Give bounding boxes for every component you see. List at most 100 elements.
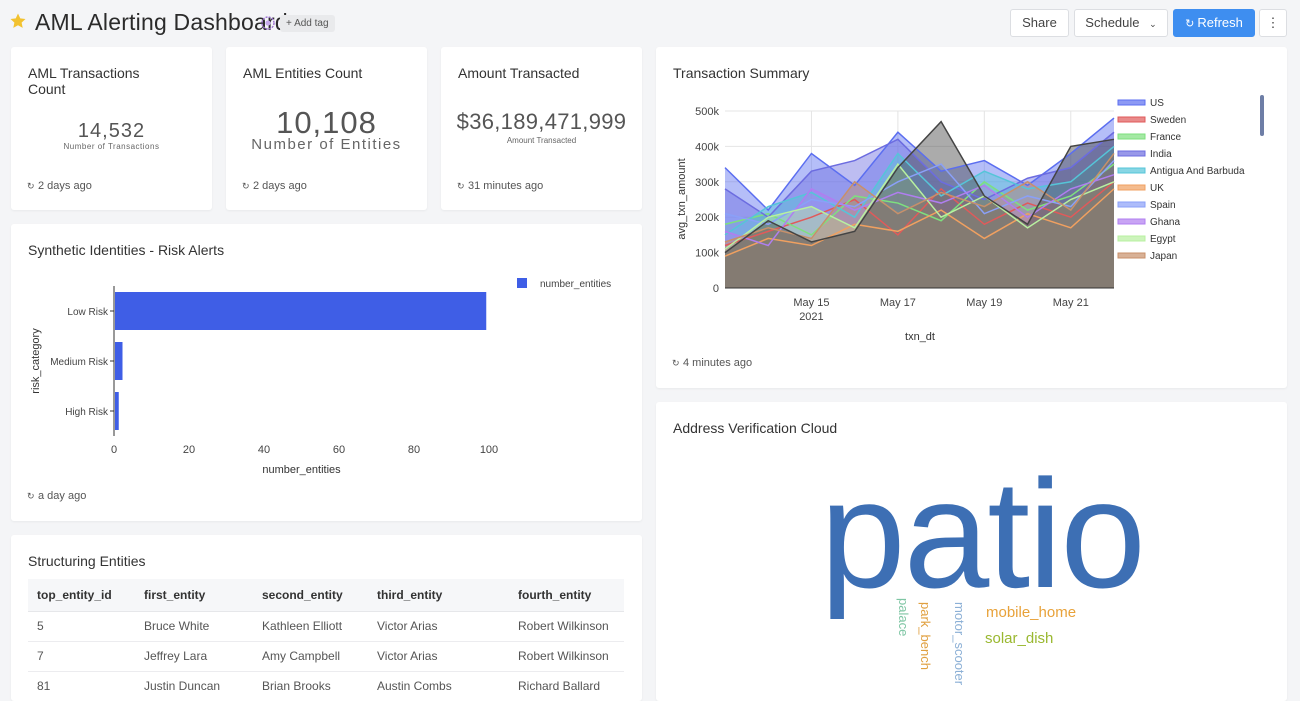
dashboard-title: AML Alerting Dashboard	[35, 9, 288, 35]
table-cell: 5	[28, 611, 135, 642]
legend-label: Spain	[1150, 200, 1176, 211]
line-ghana	[724, 174, 1115, 247]
y-tick-label: 200k	[695, 212, 719, 224]
refresh-time-label: 2 days ago	[253, 180, 307, 192]
y-tick-label: 400k	[695, 141, 719, 153]
schedule-button[interactable]: Schedule ⌄	[1074, 9, 1168, 37]
area-antigua-and-barbuda	[725, 146, 1114, 288]
legend-label: France	[1150, 132, 1182, 143]
legend-swatch	[1117, 99, 1146, 106]
favorite-star-icon[interactable]	[9, 12, 27, 30]
refresh-icon: ↻	[27, 181, 35, 191]
legend-scrollbar	[1260, 95, 1264, 136]
counter-label: Amount Transacted	[506, 136, 577, 145]
legend-swatch	[1117, 167, 1146, 174]
line-portugal	[724, 120, 1115, 254]
y-axis-label: avg_txn_amount	[676, 158, 688, 239]
x-tick-label: 20	[183, 444, 195, 456]
column-header[interactable]: first_entity	[135, 579, 253, 612]
table-header-row: top_entity_id first_entity second_entity…	[28, 579, 624, 612]
structuring-table: top_entity_id first_entity second_entity…	[28, 579, 624, 701]
line-us	[724, 117, 1115, 212]
table-cell: Amy Campbell	[253, 641, 368, 672]
table-cell: Robert Wilkinson	[509, 641, 624, 672]
refresh-icon: ↻	[27, 491, 35, 501]
y-tick-label: 500k	[695, 106, 719, 118]
column-header[interactable]: top_entity_id	[28, 579, 135, 612]
refresh-time-label: 31 minutes ago	[468, 180, 544, 192]
refresh-icon: ↻	[672, 358, 680, 368]
legend-swatch	[1117, 252, 1146, 259]
area-egypt	[725, 164, 1114, 288]
table-row: 7 Jeffrey Lara Amy Campbell Victor Arias…	[28, 641, 624, 672]
refresh-time-label: 2 days ago	[38, 180, 92, 192]
legend-swatch	[1117, 184, 1146, 191]
y-tick-label: 100k	[695, 248, 719, 260]
risk-alerts-chart: Low Risk Medium Risk High Risk 0 20 40 60 80 100…	[30, 278, 611, 476]
x-tick-label: May 21	[1053, 297, 1089, 309]
legend-swatch	[1117, 218, 1146, 225]
column-header[interactable]: second_entity	[253, 579, 368, 612]
table-cell: Kathleen Elliott	[253, 611, 368, 642]
area-france	[725, 164, 1114, 288]
card-title: AML Transactions Count	[28, 65, 140, 97]
legend-label: Sweden	[1150, 115, 1186, 126]
cloud-word-mobile-home: mobile_home	[986, 604, 1077, 621]
y-tick-label: Low Risk	[67, 307, 109, 318]
cloud-word-patio: patio	[820, 448, 1146, 620]
cloud-word-solar-dish: solar_dish	[985, 630, 1054, 647]
refresh-label: Refresh	[1197, 15, 1243, 30]
dashboard-header: AML Alerting Dashboard + Add tag Share S…	[0, 0, 1300, 46]
x-tick-label: 80	[408, 444, 420, 456]
legend-label: UK	[1150, 183, 1164, 194]
y-tick-label: Medium Risk	[50, 357, 109, 368]
table-cell: Richard Ballard	[509, 671, 624, 701]
legend-swatch	[517, 278, 527, 288]
legend-label: Antigua And Barbuda	[1150, 166, 1245, 177]
legend: US Sweden France India Antigua And Barbuda UK…	[1117, 98, 1245, 262]
legend-label: Japan	[1150, 251, 1177, 262]
x-axis-label: txn_dt	[905, 331, 935, 343]
area-ghana	[725, 174, 1114, 288]
line-uk	[724, 188, 1115, 257]
table-cell: Brian Brooks	[253, 671, 368, 701]
refresh-time: ↻ 2 days ago	[242, 180, 307, 192]
y-axis-label: risk_category	[30, 328, 42, 394]
x-tick-label: 100	[480, 444, 498, 456]
card-title: Transaction Summary	[673, 65, 810, 81]
column-header[interactable]: fourth_entity	[509, 579, 624, 612]
table-cell: Austin Combs	[368, 671, 509, 701]
x-tick-label: May 15	[793, 297, 829, 309]
line-egypt	[724, 162, 1115, 250]
refresh-time: ↻ 2 days ago	[27, 180, 92, 192]
legend-label: Ghana	[1150, 217, 1180, 228]
refresh-icon: ↻	[1185, 18, 1195, 30]
x-tick-label: May 17	[880, 297, 916, 309]
counter-value: $36,189,471,999	[456, 109, 627, 134]
card-title: Address Verification Cloud	[673, 420, 838, 436]
bar-low-risk	[115, 292, 487, 330]
refresh-time: ↻ 31 minutes ago	[457, 180, 543, 192]
area-uk	[725, 188, 1114, 288]
legend-swatch	[1117, 150, 1146, 157]
transaction-summary-card: Transaction Summary 0 100k 200k 300k 400k 500…	[656, 47, 1287, 388]
table-cell: Robert Wilkinson	[509, 611, 624, 642]
y-tick-label: High Risk	[65, 407, 109, 418]
column-header[interactable]: third_entity	[368, 579, 509, 612]
table-cell: Jeffrey Lara	[135, 641, 253, 672]
refresh-button[interactable]: ↻ Refresh	[1173, 9, 1255, 37]
counter-label: Number of Entities	[251, 136, 402, 153]
counter-card-amount: Amount Transacted $36,189,471,999 Amount…	[441, 47, 642, 210]
x-tick-label: 60	[333, 444, 345, 456]
refresh-time: ↻ a day ago	[27, 490, 86, 502]
more-options-button[interactable]: ⋮	[1259, 9, 1287, 37]
card-title: Amount Transacted	[458, 65, 580, 81]
x-tick-label-year: 2021	[799, 311, 823, 323]
table-cell: Justin Duncan	[135, 671, 253, 701]
table-cell: 7	[28, 641, 135, 672]
add-tag-button[interactable]: + Add tag	[280, 15, 335, 32]
share-button[interactable]: Share	[1010, 9, 1069, 37]
refresh-time-label: 4 minutes ago	[683, 357, 753, 369]
chevron-down-icon: ⌄	[1149, 19, 1157, 29]
area-india	[725, 132, 1114, 288]
